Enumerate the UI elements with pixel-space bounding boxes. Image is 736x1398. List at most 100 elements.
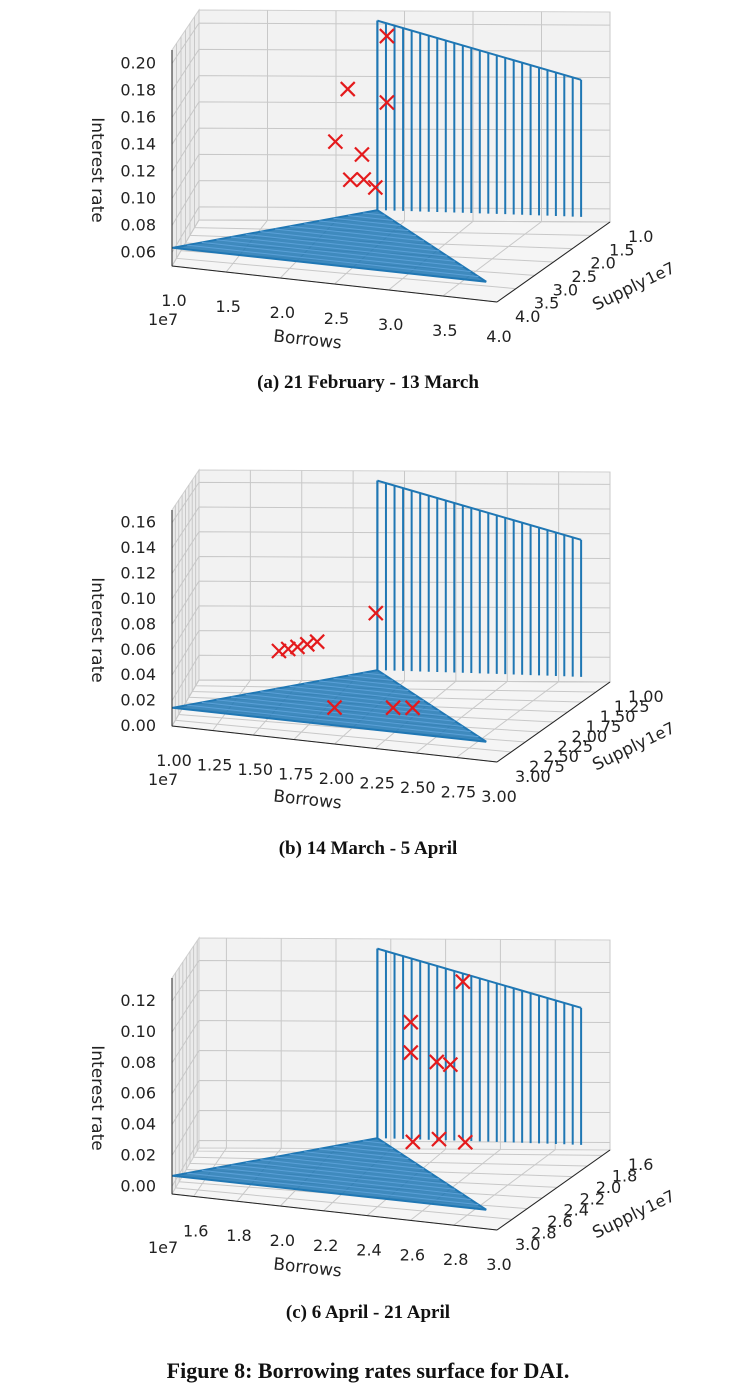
y-tick-label: 1.00 (628, 687, 664, 706)
figure-caption: Figure 8: Borrowing rates surface for DA… (166, 1358, 570, 1383)
observation-marker (455, 973, 471, 990)
x-tick-label: 3.00 (481, 787, 517, 806)
surface-floor-line (362, 212, 386, 216)
grid-line-z (171, 959, 611, 1002)
x-axis-label: Borrows (272, 327, 342, 354)
observation-marker (326, 699, 343, 716)
x-tick-label: 2.25 (359, 774, 395, 793)
surface-floor-line (348, 1143, 393, 1149)
x-tick-label: 2.0 (270, 303, 295, 322)
y-tick-label: 3.0 (553, 280, 578, 299)
grid-line-y (176, 43, 516, 290)
grid-line-z (171, 630, 611, 676)
z-tick-label: 0.16 (120, 513, 156, 532)
x-axis-line (171, 1193, 498, 1231)
surface-wireframe (172, 19, 583, 283)
grid-line-y (175, 972, 513, 1220)
y-tick-label: 1.6 (628, 1155, 653, 1174)
surface-floor-line (333, 217, 401, 227)
axis-lines (171, 978, 611, 1231)
surface-wireframe (172, 479, 583, 743)
surface-floor-line (274, 688, 432, 707)
grid-line-z (171, 1139, 611, 1187)
z-tick-label: 0.00 (120, 716, 156, 735)
x-axis-label: Borrows (272, 787, 342, 814)
grid-line-z (171, 101, 611, 145)
x-axis-label: Borrows (272, 1255, 342, 1282)
x-tick-label: 2.75 (441, 783, 477, 802)
y-axis-line (496, 221, 611, 303)
x-tick-label: 1.50 (237, 760, 273, 779)
surface-floor-line (348, 675, 393, 681)
z-tick-label: 0.20 (120, 54, 156, 73)
grid-line-z (171, 1049, 611, 1094)
observation-marker (327, 133, 344, 150)
observation-markers (402, 973, 474, 1151)
grid-line-z (171, 153, 611, 199)
y-tick-label: 2.2 (580, 1189, 605, 1208)
surface-floor-line (289, 685, 425, 702)
x-tick-label: 1.0 (161, 291, 186, 310)
y-tick-label: 2.6 (547, 1212, 572, 1231)
tick-labels: 1.00 1.25 1.50 1.75 2.00 2.25 2.50 2.75 3.000.00… (120, 513, 663, 806)
surface-floor-line (231, 236, 456, 262)
chart-caption-b: (b) 14 March - 5 April (278, 838, 458, 859)
z-tick-label: 0.00 (120, 1176, 156, 1195)
y-offset-label: 1e7 (642, 1186, 677, 1216)
y-tick-label: 2.0 (596, 1178, 621, 1197)
y-axis-label: Supply (589, 272, 650, 315)
surface-floor-line (289, 225, 425, 242)
grid-line-z (171, 989, 611, 1033)
observation-markers (327, 28, 395, 196)
surface-floor-line (260, 1159, 440, 1180)
grid-line-z (171, 206, 611, 253)
observation-marker (355, 171, 372, 188)
surface-floor-line (304, 1151, 417, 1165)
y-tick-label: 2.75 (529, 757, 565, 776)
observation-marker (368, 605, 384, 621)
grid-line-y (193, 946, 588, 1167)
y-tick-label: 2.25 (557, 737, 593, 756)
grid-line-y (194, 16, 592, 236)
y-tick-label: 1.50 (600, 707, 636, 726)
x-tick-label: 4.0 (486, 327, 511, 346)
y-offset-label: 1e7 (642, 258, 677, 288)
z-tick-label: 0.04 (120, 665, 156, 684)
surface-floor-line (201, 241, 471, 272)
observation-marker (402, 1014, 419, 1030)
z-tick-label: 0.10 (120, 1022, 156, 1041)
observation-marker (280, 641, 296, 657)
z-axis-label: Interest rate (87, 577, 107, 682)
surface-floor-line (187, 704, 479, 738)
x-tick-label: 1.25 (197, 756, 233, 775)
y-tick-label: 2.0 (590, 254, 615, 273)
surface-floor-line (187, 244, 479, 278)
observation-marker (457, 1134, 474, 1151)
x-axis-line (171, 725, 498, 763)
x-tick-label: 2.0 (270, 1231, 295, 1250)
z-tick-label: 0.12 (120, 991, 156, 1010)
y-tick-label: 3.0 (515, 1235, 540, 1254)
observation-marker (379, 94, 395, 111)
grid-line-y (189, 23, 573, 250)
y-tick-label: 1.5 (609, 240, 634, 259)
z-axis-label: Interest rate (87, 117, 107, 222)
x-tick-label: 1.5 (215, 297, 240, 316)
surface-floor-line (245, 693, 448, 717)
surface-floor-line (318, 220, 409, 232)
z-tick-label: 0.10 (120, 189, 156, 208)
y-tick-label: 2.8 (531, 1224, 556, 1243)
observation-marker (428, 1054, 445, 1070)
x-tick-label: 3.5 (432, 321, 457, 340)
y-tick-label: 1.8 (612, 1166, 637, 1185)
x-tick-label: 2.8 (443, 1250, 468, 1269)
observation-marker (385, 699, 401, 716)
z-tick-label: 0.12 (120, 564, 156, 583)
z-tick-label: 0.16 (120, 108, 156, 127)
surface-top-edge (377, 479, 582, 541)
surface-chart-b: 1.00 1.25 1.50 1.75 2.00 2.25 2.50 2.75 3.000.00… (87, 468, 678, 814)
surface-floor-line (231, 696, 456, 722)
x-tick-label: 2.50 (400, 778, 436, 797)
grid-line-z (171, 654, 611, 701)
observation-marker (289, 639, 306, 655)
